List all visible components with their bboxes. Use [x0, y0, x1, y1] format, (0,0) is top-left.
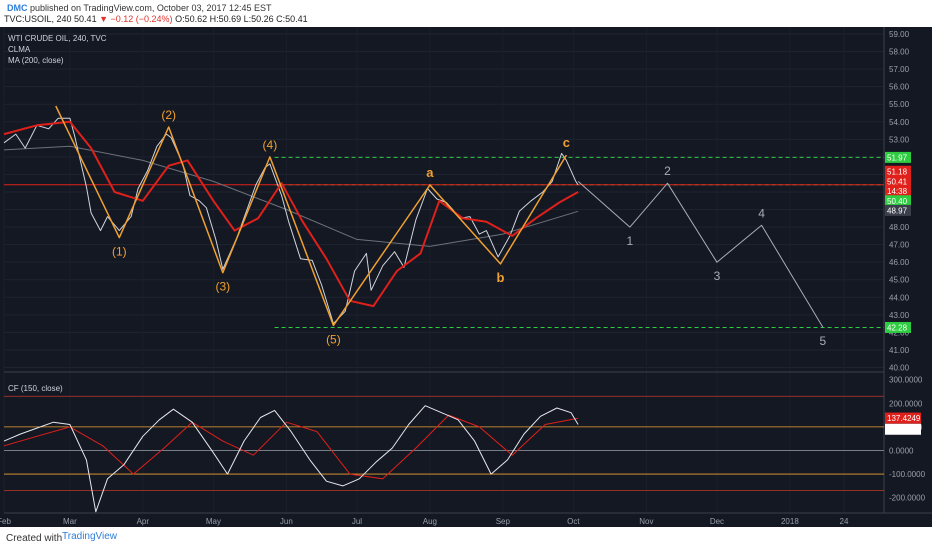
- publish-header: DMC published on TradingView.com, Octobe…: [0, 0, 932, 27]
- wave-label: (5): [326, 332, 341, 346]
- projection-line: [577, 181, 824, 328]
- price-tick-label: 40.00: [889, 363, 910, 372]
- projection-label: 3: [714, 269, 721, 283]
- price-tick-label: 53.00: [889, 135, 910, 144]
- time-tick-label: Mar: [63, 517, 77, 526]
- created-with-text: Created with: [6, 533, 63, 544]
- time-tick-label: 24: [840, 517, 849, 526]
- price-tick-label: 56.00: [889, 83, 910, 92]
- wave-label: a: [426, 165, 434, 180]
- time-tick-label: Dec: [710, 517, 724, 526]
- price-tag: 51.18: [887, 167, 908, 176]
- indicator-clma[interactable]: CLMA: [8, 45, 31, 54]
- time-axis: Feb Mar Apr May Jun Jul Aug Sep Oct Nov Dec 2018 24: [0, 517, 849, 526]
- oscillator-title[interactable]: CF (150, close): [8, 384, 63, 393]
- projection-label: 5: [819, 334, 826, 348]
- time-tick-label: May: [206, 517, 221, 526]
- time-tick-label: Oct: [567, 517, 580, 526]
- price-tag: 50.41: [887, 177, 908, 186]
- wave-label: b: [496, 270, 504, 285]
- price-tag: 48.97: [887, 206, 908, 215]
- cf-value-tag: 137.4249: [887, 414, 921, 423]
- projection-label: 2: [664, 164, 671, 178]
- cf-value-tag: 79.9464: [887, 425, 916, 434]
- price-tick-label: 47.00: [889, 241, 910, 250]
- pane-borders: [4, 27, 932, 514]
- clma-line: [3, 120, 579, 308]
- price-tick-label: 48.00: [889, 223, 910, 232]
- wave-labels: (1) (2) (3) (4) (5) a b c 1 2 3 4 5: [112, 108, 827, 348]
- time-tick-label: Feb: [0, 517, 11, 526]
- price-tag: 42.28: [887, 323, 908, 332]
- price-tag: 50.40: [887, 197, 908, 206]
- price-tick-label: 55.00: [889, 100, 910, 109]
- grid: [3, 27, 884, 513]
- wave-label: (3): [215, 280, 230, 294]
- footer: Created with TradingView: [0, 527, 932, 550]
- price-tick-label: 41.00: [889, 346, 910, 355]
- cf-line: [3, 405, 579, 513]
- elliott-wave-line: [55, 105, 568, 327]
- chart-title: WTI CRUDE OIL, 240, TVC: [8, 34, 107, 43]
- price-line: [3, 117, 579, 325]
- price-tag-bg: [885, 204, 911, 216]
- cf-tick-label: -200.0000: [889, 494, 926, 503]
- price-tick-label: 57.00: [889, 65, 910, 74]
- price-tick-label: 59.00: [889, 30, 910, 39]
- cf-tag-bg: [885, 423, 921, 435]
- indicator-ma200[interactable]: MA (200, close): [8, 56, 64, 65]
- ohlc-values: O:50.62 H:50.69 L:50.26 C:50.41: [175, 14, 308, 24]
- wave-label: (1): [112, 245, 127, 259]
- cf-tick-label: 300.0000: [889, 376, 923, 385]
- price-tag-bg: [885, 165, 911, 177]
- price-tag-bg: [885, 195, 911, 207]
- time-tick-label: 2018: [781, 517, 799, 526]
- time-tick-label: Sep: [496, 517, 511, 526]
- symbol-text[interactable]: TVC:USOIL, 240: [4, 14, 72, 24]
- time-tick-label: Jul: [352, 517, 362, 526]
- projection-label: 1: [627, 234, 634, 248]
- projection-label: 4: [758, 206, 765, 220]
- wave-label: c: [563, 135, 570, 150]
- time-tick-label: Aug: [423, 517, 437, 526]
- ma200-line: [3, 145, 579, 247]
- price-tag-bg: [885, 175, 911, 187]
- cf-tick-label: 0.0000: [889, 446, 914, 455]
- price-tick-label: 46.00: [889, 258, 910, 267]
- price-tag-bg: [885, 185, 911, 197]
- wave-label: (2): [161, 108, 176, 122]
- price-tag-bg: [885, 321, 911, 333]
- series-layer: [3, 105, 824, 513]
- wave-label: (4): [263, 138, 278, 152]
- price-tick-label: 58.00: [889, 48, 910, 57]
- price-tick-label: 54.00: [889, 118, 910, 127]
- time-tick-label: Nov: [639, 517, 653, 526]
- author-link[interactable]: DMC: [7, 3, 28, 13]
- price-tag: 51.97: [887, 153, 908, 162]
- price-tick-label: 45.00: [889, 276, 910, 285]
- cf-tag-bg: [885, 412, 921, 424]
- last-price: 50.41: [74, 14, 97, 24]
- cf-tick-label: 200.0000: [889, 399, 923, 408]
- publish-line: DMC published on TradingView.com, Octobe…: [7, 3, 272, 13]
- time-tick-label: Jun: [280, 517, 293, 526]
- price-tag: 14:38: [887, 187, 908, 196]
- price-tag-bg: [885, 151, 911, 163]
- tradingview-logo[interactable]: TradingView: [62, 531, 118, 542]
- price-change: ▼ −0.12 (−0.24%): [99, 14, 173, 24]
- cf-signal-line: [3, 414, 579, 480]
- price-tick-label: 43.00: [889, 311, 910, 320]
- published-text: published on TradingView.com, October 03…: [30, 3, 272, 13]
- price-tick-label: 44.00: [889, 293, 910, 302]
- cf-tick-label: -100.0000: [889, 470, 926, 479]
- time-tick-label: Apr: [137, 517, 150, 526]
- symbol-line: TVC:USOIL, 240 50.41 ▼ −0.12 (−0.24%) O:…: [4, 14, 308, 24]
- guide-lines: [4, 156, 884, 491]
